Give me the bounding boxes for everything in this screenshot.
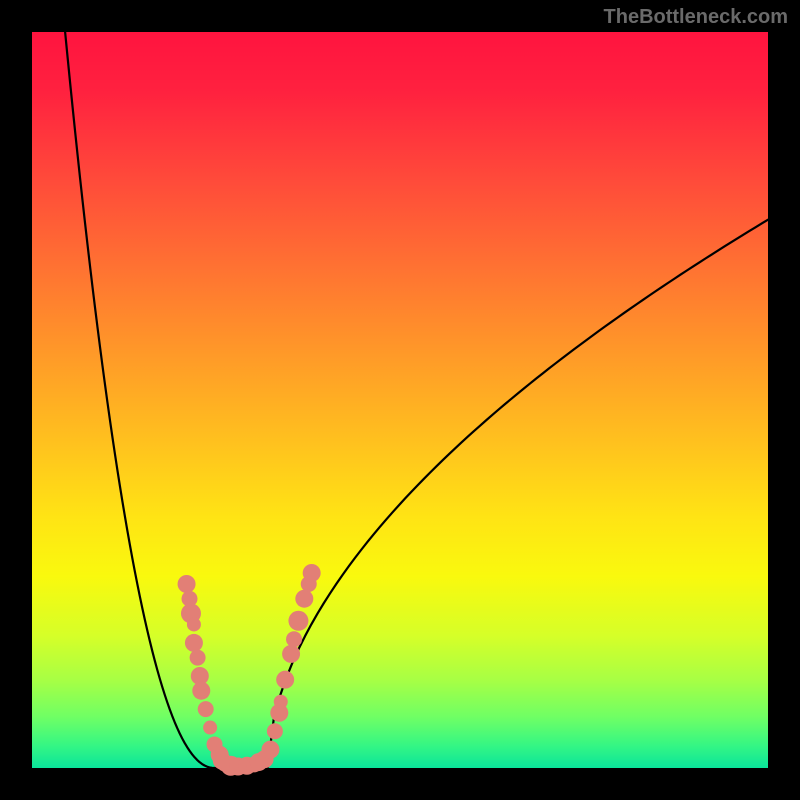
chart-container: TheBottleneck.com	[0, 0, 800, 800]
marker-point	[276, 671, 294, 689]
marker-point	[274, 695, 288, 709]
marker-point	[185, 634, 203, 652]
marker-point	[286, 631, 302, 647]
marker-point	[261, 741, 279, 759]
marker-point	[187, 617, 201, 631]
marker-point	[178, 575, 196, 593]
marker-point	[267, 723, 283, 739]
marker-point	[192, 682, 210, 700]
marker-point	[282, 645, 300, 663]
marker-point	[295, 590, 313, 608]
marker-point	[203, 721, 217, 735]
chart-svg	[0, 0, 800, 800]
marker-point	[303, 564, 321, 582]
marker-point	[190, 650, 206, 666]
marker-point	[288, 611, 308, 631]
plot-background	[32, 32, 768, 768]
attribution-text: TheBottleneck.com	[604, 6, 788, 29]
marker-point	[198, 701, 214, 717]
